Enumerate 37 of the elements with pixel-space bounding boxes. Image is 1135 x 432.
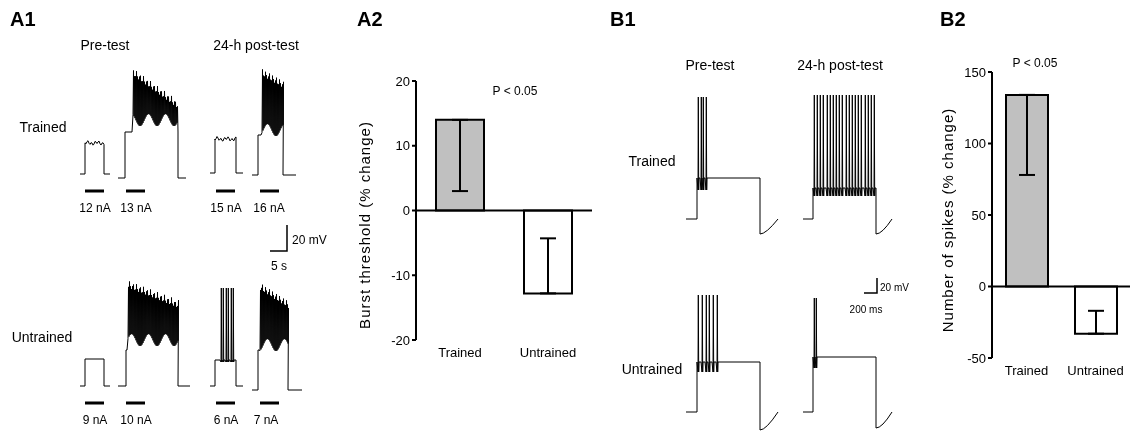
text: 15 nA bbox=[210, 201, 242, 215]
text: Trained bbox=[19, 119, 67, 135]
text: 20 mV bbox=[880, 282, 910, 293]
y-tick-label: 0 bbox=[978, 279, 986, 295]
text: B1 bbox=[610, 8, 636, 31]
y-tick-label: 0 bbox=[402, 203, 410, 219]
y-tick-label: 100 bbox=[964, 136, 986, 152]
text: 10 nA bbox=[120, 413, 152, 427]
y-tick-label: 150 bbox=[964, 64, 986, 80]
y-tick-label: -10 bbox=[391, 267, 410, 283]
text: 20 mV bbox=[292, 233, 327, 247]
chart-title: B2 bbox=[940, 8, 966, 31]
text: 12 nA bbox=[79, 201, 111, 215]
text: Pre-test bbox=[80, 37, 130, 53]
text: Trained bbox=[628, 153, 676, 169]
y-tick-label: 50 bbox=[971, 207, 986, 223]
y-tick-label: -50 bbox=[967, 350, 986, 366]
text: 16 nA bbox=[253, 201, 285, 215]
text: 6 nA bbox=[213, 413, 239, 427]
chart-title: A2 bbox=[357, 8, 383, 31]
text: P < 0.05 bbox=[1011, 56, 1059, 70]
text: 200 ms bbox=[849, 304, 883, 315]
text: Pre-test bbox=[685, 57, 735, 73]
y-tick-label: 10 bbox=[395, 138, 410, 154]
text: 24-h post-test bbox=[213, 37, 299, 53]
y-axis-title: Burst threshold (% change) bbox=[356, 121, 373, 329]
text: 13 nA bbox=[120, 201, 152, 215]
text: 9 nA bbox=[82, 413, 108, 427]
y-tick-label: -20 bbox=[391, 332, 410, 348]
annotation: P < 0.05 bbox=[491, 84, 539, 98]
text: 5 s bbox=[270, 259, 288, 273]
y-axis-title: Number of spikes (% change) bbox=[939, 107, 956, 333]
text: A1 bbox=[10, 8, 36, 31]
y-tick-label: 20 bbox=[395, 73, 410, 89]
text: Untrained bbox=[11, 329, 73, 345]
text: 7 nA bbox=[253, 413, 279, 427]
text: 24-h post-test bbox=[797, 57, 883, 73]
